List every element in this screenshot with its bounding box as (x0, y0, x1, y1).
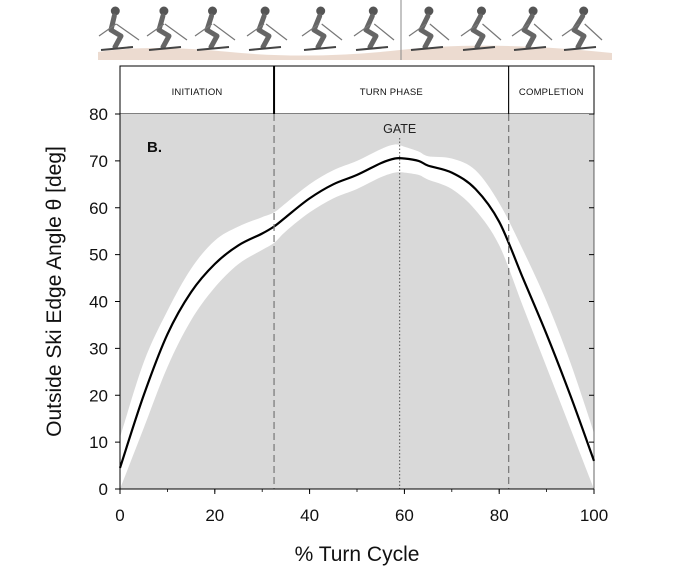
skier-icon (460, 6, 502, 51)
y-tick-label: 80 (89, 105, 108, 124)
skier-icon (98, 6, 140, 51)
gate-annotation: GATE (383, 122, 416, 136)
x-tick-label: 20 (205, 506, 224, 525)
phase-label: INITIATION (172, 87, 223, 98)
skier-icon (146, 6, 188, 51)
y-tick-label: 10 (89, 433, 108, 452)
phase-box (273, 65, 510, 115)
phase-box (119, 65, 275, 115)
y-tick-label: 30 (89, 339, 108, 358)
phase-box (508, 65, 595, 115)
variability-band (120, 144, 594, 489)
y-tick-label: 40 (89, 293, 108, 312)
skier-sequence-illustration (98, 6, 612, 60)
phase-label: TURN PHASE (360, 87, 423, 98)
axes: 0 10 20 30 40 50 60 70 80 0 20 40 60 80 100 (89, 105, 608, 525)
skier-icon (194, 6, 236, 51)
x-tick-label: 100 (580, 506, 608, 525)
y-tick-label: 0 (99, 480, 108, 499)
x-axis-label: % Turn Cycle (295, 543, 420, 566)
y-tick-label: 70 (89, 152, 108, 171)
y-axis-label: Outside Ski Edge Angle θ [deg] (43, 146, 66, 437)
y-tick-label: 50 (89, 246, 108, 265)
x-tick-label: 40 (300, 506, 319, 525)
skier-icon (301, 6, 343, 51)
skier-icon (246, 6, 288, 51)
skier-icon (408, 6, 450, 51)
panel-label: B. (147, 139, 162, 156)
x-tick-label: 0 (115, 506, 124, 525)
skier-icon (353, 6, 395, 51)
snow-strip (98, 45, 612, 60)
y-tick-label: 20 (89, 386, 108, 405)
x-tick-label: 60 (395, 506, 414, 525)
mean-edge-angle-line (118, 156, 596, 469)
y-tick-label: 60 (89, 199, 108, 218)
x-tick-label: 80 (490, 506, 509, 525)
phase-header: INITIATION TURN PHASE COMPLETION (119, 65, 595, 115)
skier-icon (511, 6, 553, 51)
skier-icon (561, 6, 603, 51)
phase-label: COMPLETION (519, 87, 584, 98)
